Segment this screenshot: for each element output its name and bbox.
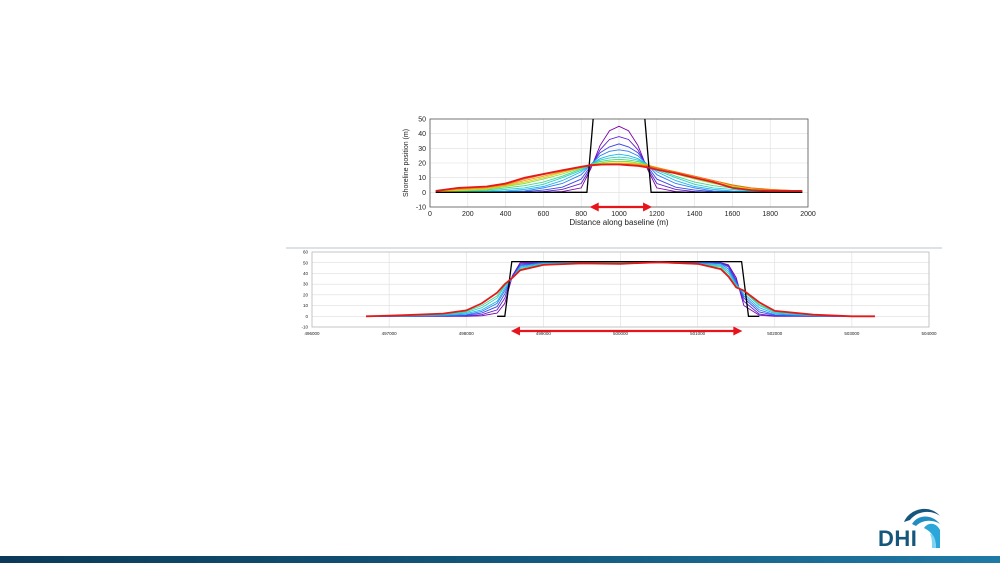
x-tick-label: 503000: [844, 331, 860, 336]
span-arrow-head-left: [510, 326, 520, 336]
chart-shoreline-evolution: 0 200 400 600 800 1000 1200 1400 1600 1800 2000504…: [403, 116, 816, 227]
y-tick-label: 60: [303, 250, 309, 255]
y-tick-label: -10: [416, 204, 426, 211]
x-tick-label: 1200: [649, 211, 665, 218]
x-tick-label: 498000: [459, 331, 475, 336]
x-tick-label: 1400: [687, 211, 703, 218]
y-tick-label: 0: [422, 190, 426, 197]
x-tick-label: 502000: [767, 331, 783, 336]
x-tick-label: 2000: [800, 211, 816, 218]
initial-line: [435, 119, 803, 193]
span-arrow-head-left: [589, 202, 599, 212]
initial-line: [497, 260, 760, 317]
x-tick-label: 1000: [611, 211, 627, 218]
y-tick-label: 50: [418, 116, 426, 123]
y-tick-label: 20: [418, 160, 426, 167]
plot-frame: [311, 251, 930, 328]
x-tick-label: 0: [428, 211, 432, 218]
series-line: [435, 156, 803, 193]
x-tick-label: 497000: [382, 331, 398, 336]
y-tick-label: 10: [418, 175, 426, 182]
x-tick-label: 200: [462, 211, 474, 218]
x-tick-label: 400: [500, 211, 512, 218]
x-tick-label: 496000: [304, 331, 320, 336]
series-line: [435, 158, 803, 193]
y-tick-label: 40: [418, 131, 426, 138]
y-tick-label: 30: [418, 146, 426, 153]
span-arrow-head-right: [733, 326, 743, 336]
y-axis-label: Shoreline position (m): [403, 129, 410, 197]
x-tick-label: 800: [575, 211, 587, 218]
y-tick-label: 20: [303, 292, 309, 297]
x-tick-label: 501000: [690, 331, 706, 336]
x-tick-label: 499000: [536, 331, 552, 336]
x-tick-label: 504000: [921, 331, 937, 336]
chart-plan-shape: 496000 497000 498000 499000 500000 501000 5020…: [286, 247, 942, 336]
logo-text: DHI: [878, 526, 918, 551]
y-tick-label: 40: [303, 271, 309, 276]
plot-area: [365, 260, 875, 318]
x-axis-label: Distance along baseline (m): [569, 218, 668, 227]
x-tick-label: 600: [538, 211, 550, 218]
y-tick-label: 30: [303, 282, 309, 287]
y-tick-label: 50: [303, 260, 309, 265]
dhi-logo: DHI: [874, 504, 944, 551]
x-tick-label: 1600: [725, 211, 741, 218]
y-tick-label: 10: [303, 303, 309, 308]
span-arrow-head-right: [643, 202, 653, 212]
series-line: [435, 149, 803, 193]
plot-area: [435, 119, 803, 193]
series-line: [435, 153, 803, 193]
footer-bar: [0, 556, 1000, 563]
final-line: [435, 163, 803, 192]
y-tick-label: -10: [301, 325, 308, 330]
y-tick-label: 0: [305, 314, 308, 319]
x-tick-label: 1800: [762, 211, 778, 218]
final-line: [365, 261, 875, 318]
dhi-wave-icon: [904, 508, 940, 548]
series-line: [365, 262, 875, 317]
x-tick-label: 500000: [613, 331, 629, 336]
